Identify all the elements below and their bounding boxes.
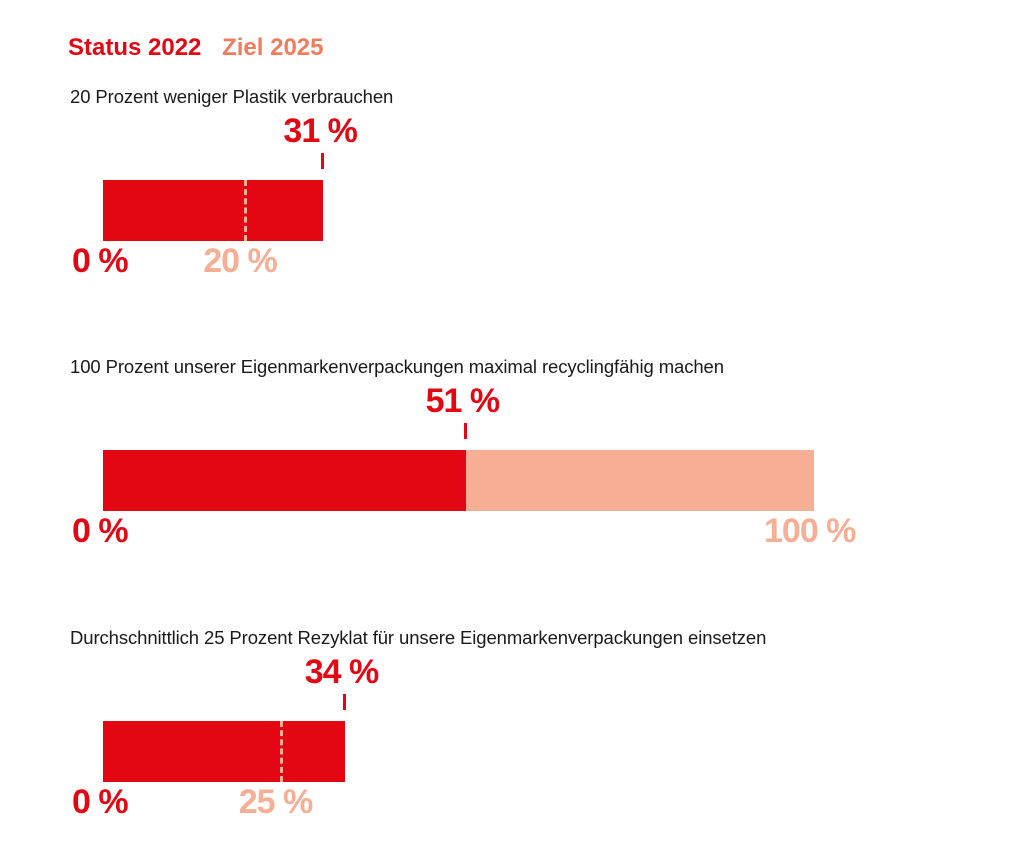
status-tick-3 [342, 694, 346, 710]
chart-1-title: 20 Prozent weniger Plastik verbrauchen [70, 86, 394, 107]
goal-value-label-2: 100 % [764, 512, 856, 550]
status-tick-2 [463, 423, 467, 439]
status-bar-1 [103, 180, 324, 241]
goal-value-label-3: 25 % [238, 783, 313, 821]
status-bar-3 [103, 721, 345, 782]
status-value-label-2: 51 % [425, 382, 500, 420]
goal-marker-3 [279, 721, 283, 782]
zero-label-1: 0 % [72, 242, 129, 280]
status-value-label-3: 34 % [304, 653, 379, 691]
status-tick-1 [321, 153, 325, 169]
status-value-label-1: 31 % [283, 112, 357, 150]
chart-2-title: 100 Prozent unserer Eigenmarkenverpackun… [70, 356, 724, 377]
goal-value-label-1: 20 % [203, 242, 277, 280]
goal-marker-1 [244, 180, 248, 241]
legend-status-2022: Status 2022 [68, 34, 202, 61]
chart-3-title: Durchschnittlich 25 Prozent Rezyklat für… [70, 627, 767, 648]
zero-label-2: 0 % [72, 512, 129, 550]
legend-goal-2025: Ziel 2025 [222, 34, 324, 61]
status-bar-2 [103, 450, 466, 511]
zero-label-3: 0 % [72, 783, 129, 821]
legend: Status 2022 Ziel 2025 [68, 34, 337, 62]
